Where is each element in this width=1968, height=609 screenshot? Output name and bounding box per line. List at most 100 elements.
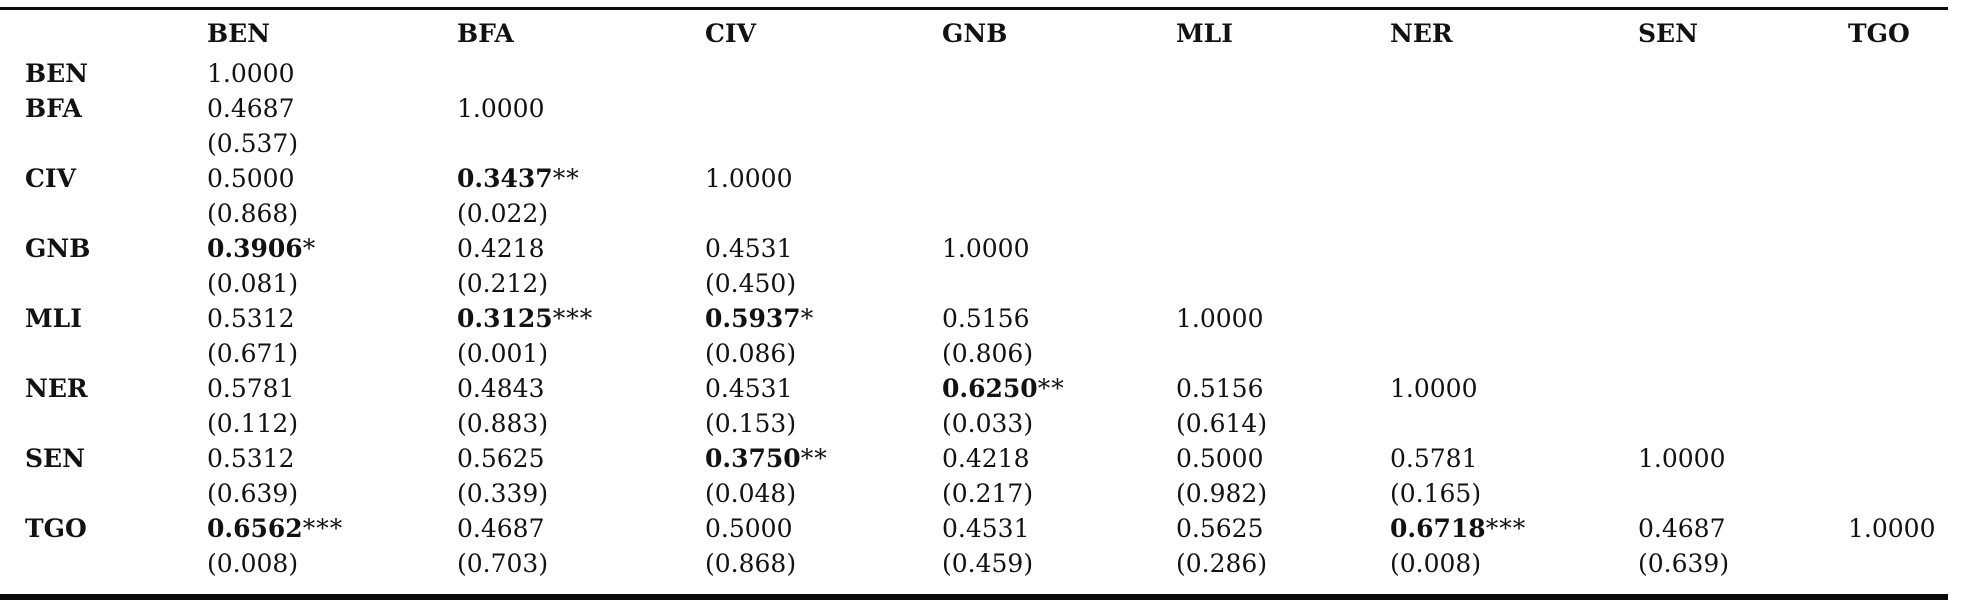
correlation-value: 0.4687 xyxy=(207,94,295,123)
pvalue-mli-mli xyxy=(1176,336,1390,371)
pvalue-bfa-bfa xyxy=(457,126,705,161)
pvalue-row-tgo: (0.008) (0.703) (0.868) (0.459) (0.286) (0.00… xyxy=(0,546,1948,581)
cell-sen-mli: 0.5000 xyxy=(1176,441,1390,476)
correlation-value: 0.5312 xyxy=(207,304,295,333)
pvalue-tgo-civ: (0.868) xyxy=(705,549,797,578)
cell-ner-civ: 0.4531 xyxy=(705,371,942,406)
cell-bfa-bfa: 1.0000 xyxy=(457,91,705,126)
cell-ner-sen xyxy=(1638,371,1848,406)
correlation-value: 0.6718 xyxy=(1390,514,1486,543)
pvalue-mli-gnb: (0.806) xyxy=(942,339,1034,368)
cell-bfa-mli xyxy=(1176,91,1390,126)
correlation-value: 0.5312 xyxy=(207,444,295,473)
bottom-spacer-row xyxy=(0,581,1948,594)
cell-ner-gnb: 0.6250** xyxy=(942,371,1176,406)
correlation-value: 0.4531 xyxy=(705,374,793,403)
pvalue-tgo-sen: (0.639) xyxy=(1638,549,1730,578)
cell-ben-ner xyxy=(1390,56,1638,91)
cell-sen-tgo xyxy=(1848,441,1948,476)
cell-sen-civ: 0.3750** xyxy=(705,441,942,476)
correlation-value: 0.4687 xyxy=(457,514,545,543)
pvalue-tgo-gnb: (0.459) xyxy=(942,549,1034,578)
pvalue-gnb-tgo xyxy=(1848,266,1948,301)
correlation-value: 1.0000 xyxy=(705,164,793,193)
page: { "table": { "description": "Pairwise co… xyxy=(0,7,1968,609)
cell-bfa-civ xyxy=(705,91,942,126)
pvalue-civ-ben: (0.868) xyxy=(207,199,299,228)
correlation-value: 0.5000 xyxy=(207,164,295,193)
cell-ben-sen xyxy=(1638,56,1848,91)
correlation-value: 0.5781 xyxy=(1390,444,1478,473)
pvalue-gnb-civ: (0.450) xyxy=(705,269,797,298)
pvalue-ner-ben: (0.112) xyxy=(207,409,299,438)
cell-tgo-ner: 0.6718*** xyxy=(1390,511,1638,546)
cell-sen-ner: 0.5781 xyxy=(1390,441,1638,476)
cell-tgo-gnb: 0.4531 xyxy=(942,511,1176,546)
cell-civ-tgo xyxy=(1848,161,1948,196)
cell-gnb-ner xyxy=(1390,231,1638,266)
cell-mli-bfa: 0.3125*** xyxy=(457,301,705,336)
column-header-mli: MLI xyxy=(1176,18,1233,48)
row-label-ben: BEN xyxy=(25,59,89,88)
pvalue-mli-ben: (0.671) xyxy=(207,339,299,368)
correlation-value: 1.0000 xyxy=(942,234,1030,263)
pvalue-sen-sen xyxy=(1638,476,1848,511)
pvalue-gnb-ben: (0.081) xyxy=(207,269,299,298)
cell-bfa-ben: 0.4687 xyxy=(207,91,457,126)
value-row-bfa: BFA 0.4687 1.0000 xyxy=(0,91,1948,126)
pvalue-bfa-ben: (0.537) xyxy=(207,129,299,158)
pvalue-sen-bfa: (0.339) xyxy=(457,479,549,508)
cell-mli-tgo xyxy=(1848,301,1948,336)
row-label-gnb: GNB xyxy=(25,234,91,263)
pvalue-ner-mli: (0.614) xyxy=(1176,409,1268,438)
cell-tgo-tgo: 1.0000 xyxy=(1848,511,1948,546)
pvalue-tgo-bfa: (0.703) xyxy=(457,549,549,578)
pvalue-ner-tgo xyxy=(1848,406,1948,441)
pvalue-tgo-mli: (0.286) xyxy=(1176,549,1268,578)
significance-stars: * xyxy=(800,304,815,333)
pvalue-civ-sen xyxy=(1638,196,1848,231)
cell-civ-bfa: 0.3437** xyxy=(457,161,705,196)
pvalue-sen-mli: (0.982) xyxy=(1176,479,1268,508)
correlation-value: 1.0000 xyxy=(1848,514,1936,543)
pvalue-gnb-bfa: (0.212) xyxy=(457,269,549,298)
pvalue-bfa-sen xyxy=(1638,126,1848,161)
pvalue-sen-tgo xyxy=(1848,476,1948,511)
table-header-row: BEN BFA CIV GNB MLI NER SEN TGO xyxy=(0,10,1948,56)
pvalue-mli-sen xyxy=(1638,336,1848,371)
cell-civ-sen xyxy=(1638,161,1848,196)
significance-stars: *** xyxy=(1485,514,1527,543)
row-label-mli: MLI xyxy=(25,304,82,333)
spacer-cell xyxy=(207,581,457,594)
pvalue-bfa-mli xyxy=(1176,126,1390,161)
correlation-table: BEN BFA CIV GNB MLI NER SEN TGO BEN 1.0000 BFA 0.4… xyxy=(0,10,1948,594)
value-row-ben: BEN 1.0000 xyxy=(0,56,1948,91)
pvalue-row-label-spacer xyxy=(0,336,207,371)
column-header-bfa: BFA xyxy=(457,18,514,48)
cell-tgo-sen: 0.4687 xyxy=(1638,511,1848,546)
significance-stars: ** xyxy=(1037,374,1065,403)
table-head: BEN BFA CIV GNB MLI NER SEN TGO xyxy=(0,10,1948,56)
pvalue-row-ner: (0.112) (0.883) (0.153) (0.033) (0.614) xyxy=(0,406,1948,441)
value-row-gnb: GNB 0.3906* 0.4218 0.4531 1.0000 xyxy=(0,231,1948,266)
correlation-value: 0.3125 xyxy=(457,304,553,333)
cell-bfa-ner xyxy=(1390,91,1638,126)
cell-civ-civ: 1.0000 xyxy=(705,161,942,196)
pvalue-ner-ner xyxy=(1390,406,1638,441)
significance-stars: *** xyxy=(302,514,344,543)
cell-ben-civ xyxy=(705,56,942,91)
pvalue-gnb-mli xyxy=(1176,266,1390,301)
cell-gnb-sen xyxy=(1638,231,1848,266)
row-label-bfa: BFA xyxy=(25,94,82,123)
cell-mli-civ: 0.5937* xyxy=(705,301,942,336)
cell-ben-tgo xyxy=(1848,56,1948,91)
correlation-value: 0.6250 xyxy=(942,374,1038,403)
pvalue-bfa-tgo xyxy=(1848,126,1948,161)
column-header-sen: SEN xyxy=(1638,18,1698,48)
correlation-value: 0.3750 xyxy=(705,444,801,473)
significance-stars: ** xyxy=(800,444,828,473)
column-header-gnb: GNB xyxy=(942,18,1008,48)
correlation-value: 1.0000 xyxy=(1390,374,1478,403)
correlation-value: 0.3437 xyxy=(457,164,553,193)
significance-stars: * xyxy=(302,234,317,263)
